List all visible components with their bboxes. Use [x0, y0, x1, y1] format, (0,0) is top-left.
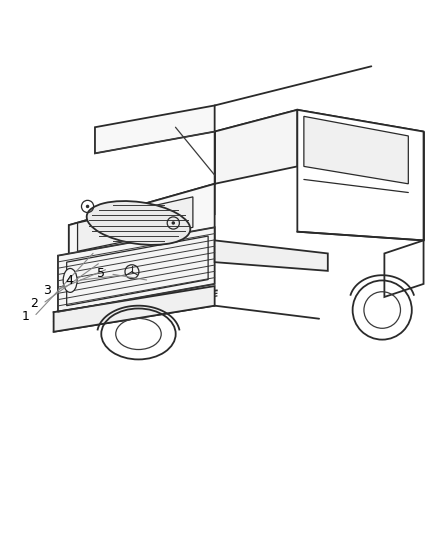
Polygon shape	[215, 110, 424, 154]
Text: 2: 2	[30, 297, 38, 310]
Ellipse shape	[63, 269, 77, 293]
Polygon shape	[297, 110, 424, 240]
Ellipse shape	[87, 201, 190, 245]
Polygon shape	[215, 110, 297, 184]
Polygon shape	[53, 286, 215, 332]
Text: 3: 3	[43, 284, 51, 297]
Text: 4: 4	[65, 274, 73, 287]
Polygon shape	[69, 184, 215, 284]
Polygon shape	[78, 197, 193, 251]
Text: 1: 1	[21, 310, 29, 323]
Polygon shape	[304, 116, 408, 184]
Polygon shape	[69, 184, 215, 254]
Circle shape	[86, 205, 89, 208]
Polygon shape	[215, 240, 328, 271]
Polygon shape	[385, 240, 424, 297]
Polygon shape	[95, 106, 215, 154]
Circle shape	[172, 221, 175, 225]
Text: 5: 5	[98, 268, 106, 280]
Polygon shape	[58, 228, 215, 312]
